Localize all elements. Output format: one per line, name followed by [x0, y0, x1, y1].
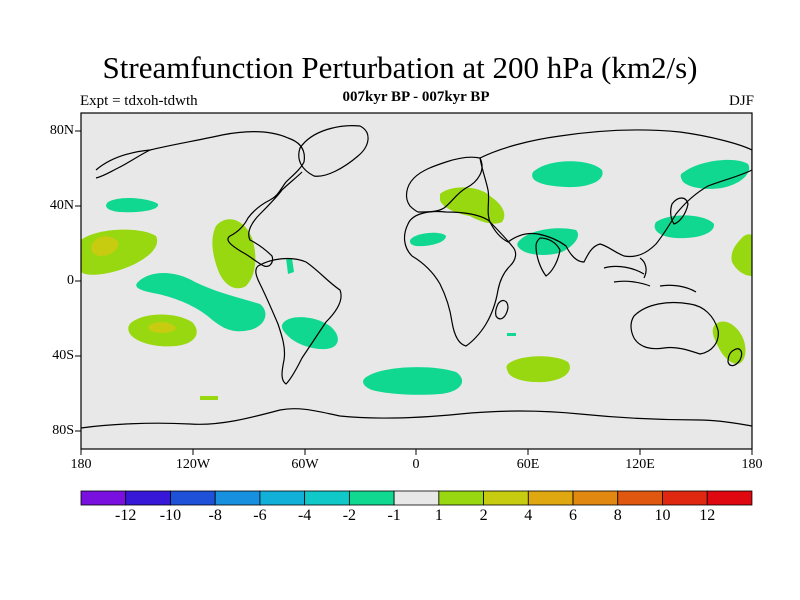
colorbar-swatch [483, 490, 529, 506]
negative-region [363, 367, 463, 395]
colorbar-swatch [662, 490, 708, 506]
lon-label-120e: 120E [625, 457, 655, 472]
colorbar-label: 4 [524, 507, 533, 524]
positive-region [212, 219, 256, 289]
colorbar-swatch [80, 490, 127, 506]
colorbar-swatch [170, 490, 216, 506]
lon-label-180w: 180 [70, 457, 92, 472]
colorbar-swatch [259, 490, 306, 506]
negative-region [532, 161, 603, 188]
colorbar-label: -6 [253, 507, 267, 524]
colorbar-label: 12 [699, 507, 716, 524]
colorbar-label: -2 [342, 507, 357, 524]
colorbar-swatch [214, 490, 261, 506]
negative-region [136, 273, 266, 332]
colorbar-swatch [348, 490, 395, 506]
colorbar-label: 1 [434, 507, 443, 524]
positive-region [200, 396, 218, 400]
map-title: Streamfunction Perturbation at 200 hPa (… [102, 50, 698, 85]
strong-positive-region [91, 236, 119, 256]
colorbar-swatch [572, 490, 619, 506]
season-label: DJF [728, 93, 754, 109]
anomaly-regions [81, 125, 752, 429]
negative-region [517, 228, 579, 255]
colorbar-label: 10 [654, 507, 671, 524]
negative-region [409, 232, 446, 247]
colorbar-swatch [125, 490, 171, 506]
colorbar-swatch [706, 490, 753, 506]
negative-region [286, 258, 294, 274]
colorbar-swatch [617, 490, 663, 506]
experiment-label: Expt = tdxoh-tdwth [80, 93, 198, 109]
lat-label-80n: 80N [49, 123, 74, 138]
positive-region [712, 321, 746, 364]
negative-region [680, 159, 750, 189]
colorbar-label: -1 [387, 507, 401, 524]
coastlines [81, 125, 752, 429]
colorbar-label: 2 [479, 507, 488, 524]
lon-label-60e: 60E [516, 457, 540, 472]
negative-region [654, 215, 715, 239]
colorbar-swatch [393, 490, 440, 506]
axis-ticks [75, 130, 753, 455]
negative-region [507, 333, 516, 336]
negative-region [106, 197, 159, 213]
colorbar-label: 6 [569, 507, 578, 524]
colorbar-label: -4 [297, 507, 312, 524]
lon-label-120w: 120W [175, 457, 211, 472]
lon-label-180e: 180 [741, 457, 763, 472]
colorbar-label: 8 [613, 507, 622, 524]
lat-label-80s: 80S [52, 423, 74, 438]
map-subtitle: 007kyr BP - 007kyr BP [342, 89, 490, 105]
lon-label-60w: 60W [291, 457, 319, 472]
lat-label-0: 0 [67, 273, 74, 288]
colorbar-swatch [527, 490, 574, 506]
lat-label-40n: 40N [49, 198, 74, 213]
strong-positive-region [148, 322, 176, 333]
colorbar-swatch [438, 490, 484, 506]
colorbar-label: -12 [115, 507, 137, 524]
colorbar-swatch [304, 490, 350, 506]
colorbar-label: -10 [159, 507, 182, 524]
positive-region [731, 234, 752, 276]
positive-region [506, 356, 570, 383]
colorbar [80, 490, 753, 506]
lon-label-0: 0 [412, 457, 420, 472]
colorbar-label: -8 [208, 507, 222, 524]
lat-label-40s: 40S [52, 348, 74, 363]
